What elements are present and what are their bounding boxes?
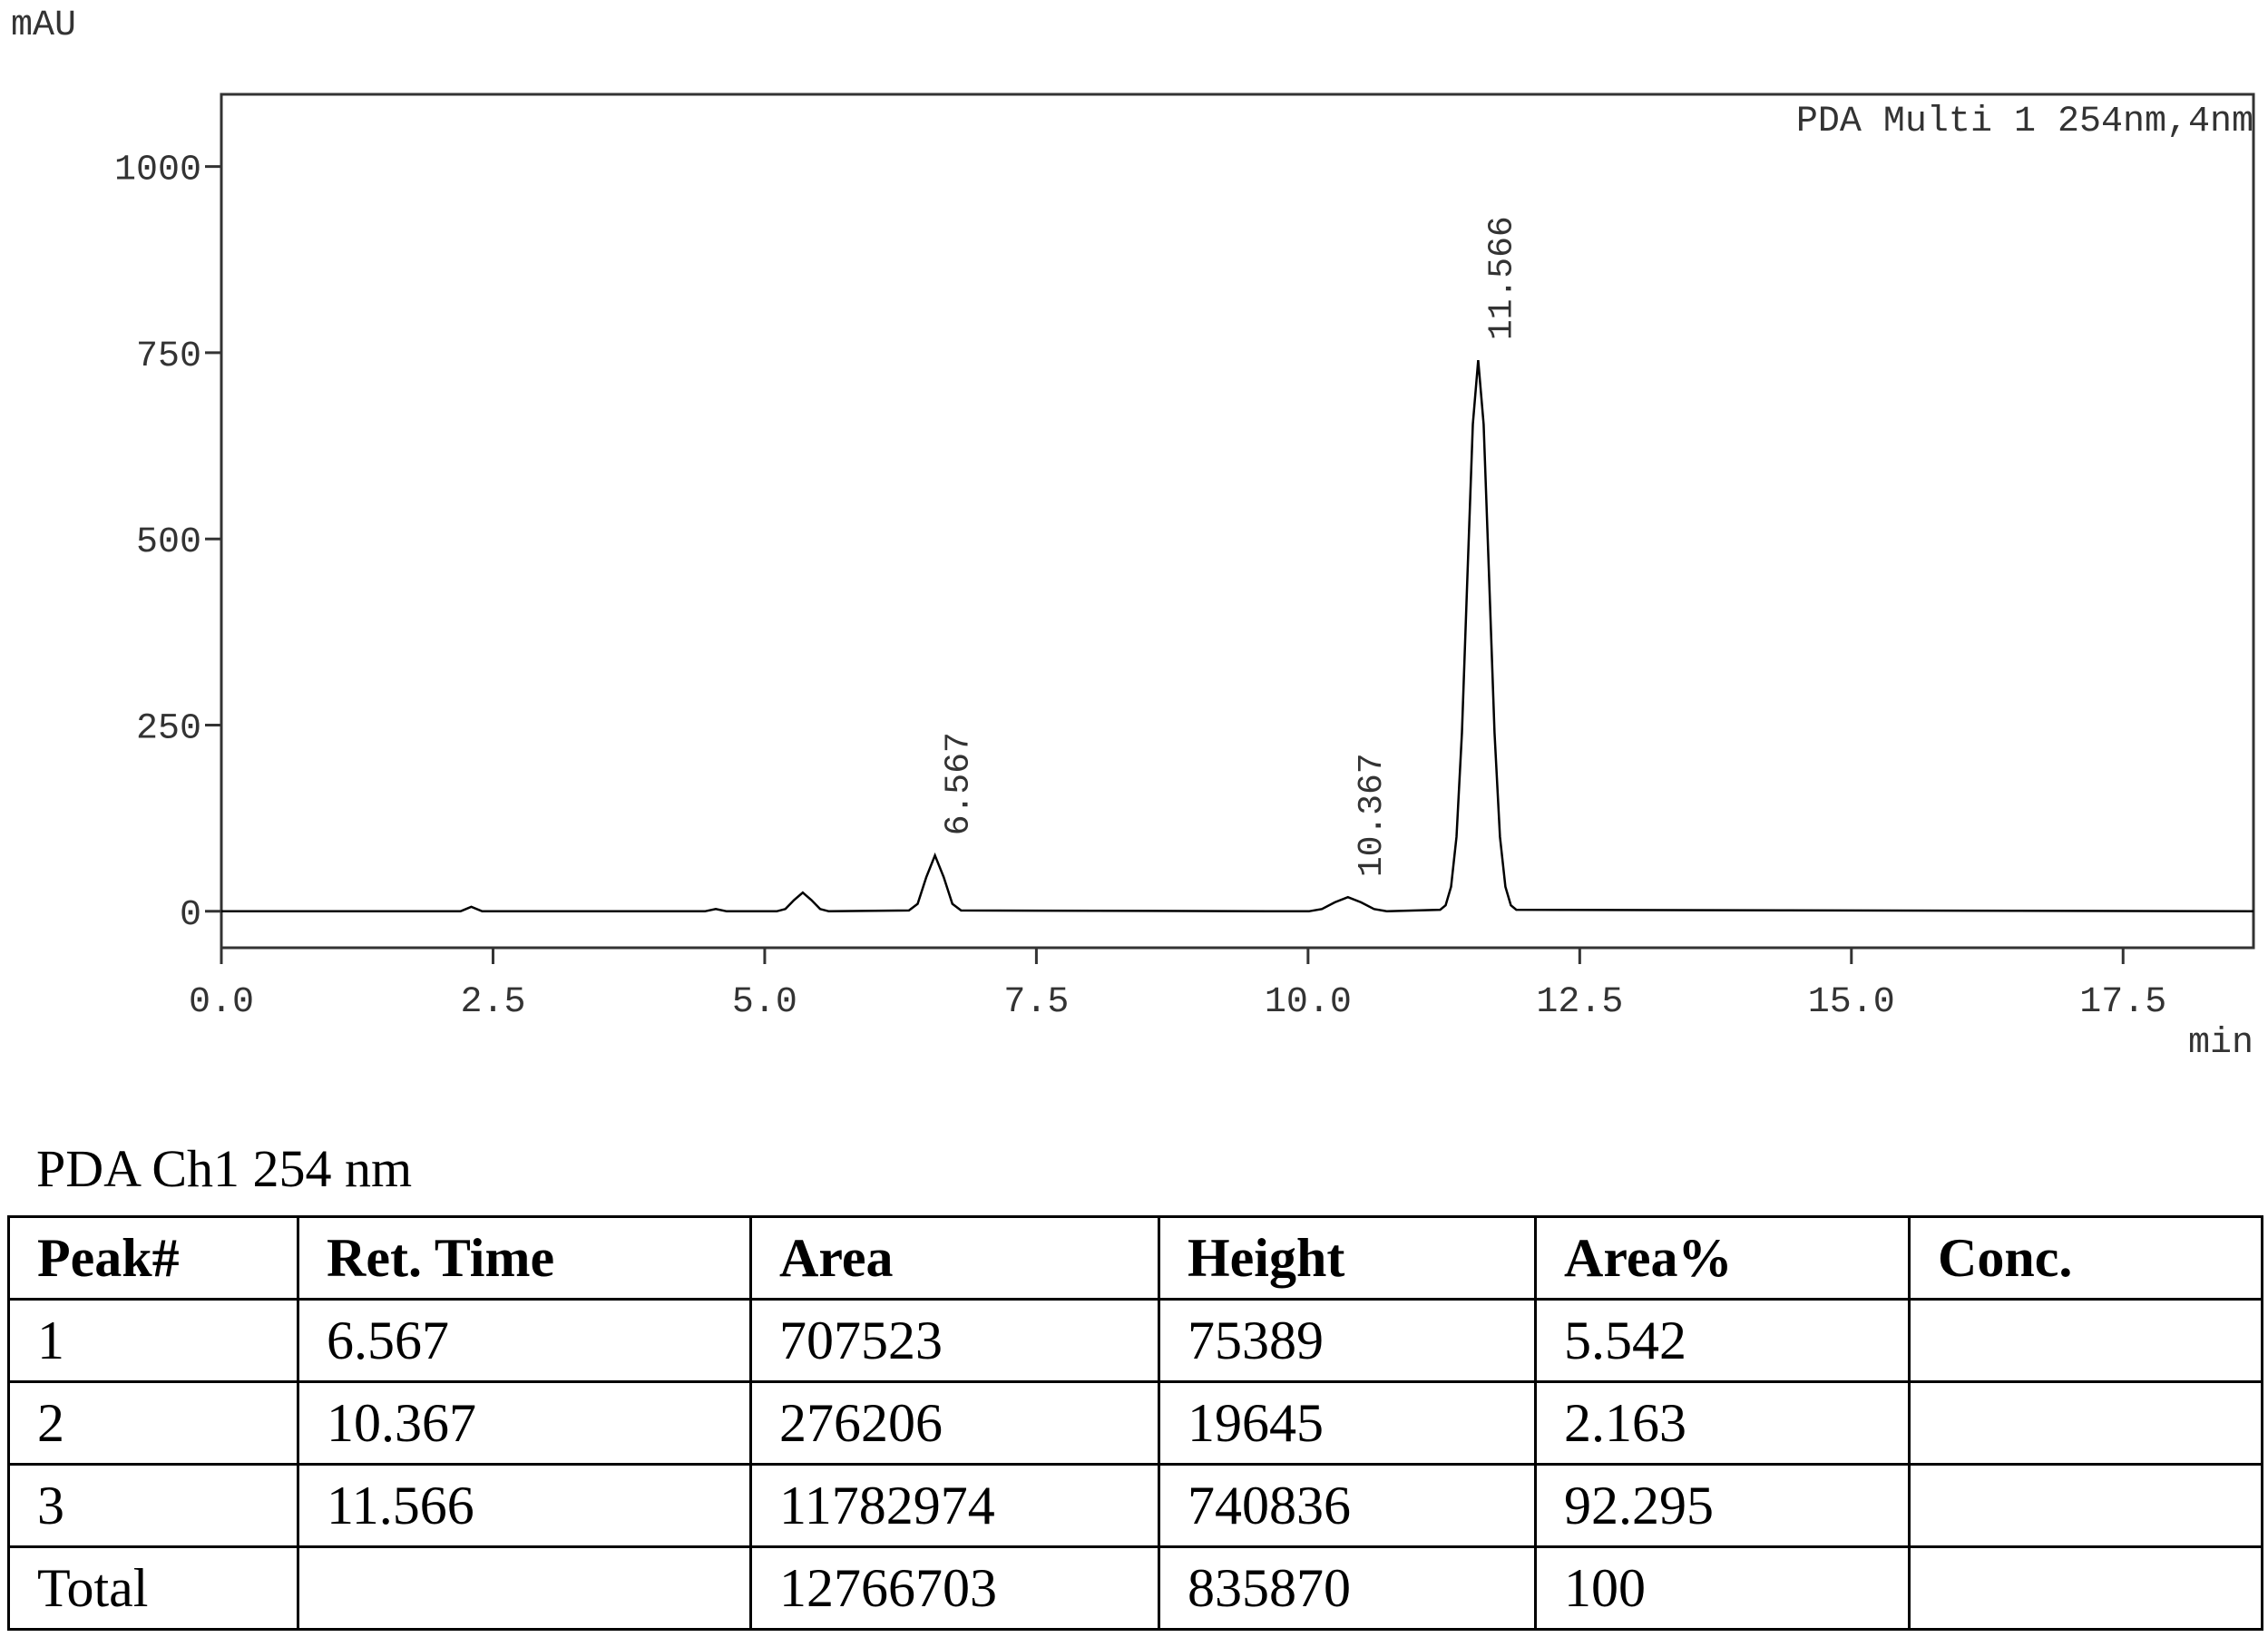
table-cell: 2 <box>7 1380 299 1466</box>
x-tick-label: 5.0 <box>732 982 797 1023</box>
table-cell: 92.295 <box>1534 1463 1911 1548</box>
table-cell: 10.367 <box>297 1380 752 1466</box>
table-cell <box>1908 1545 2263 1631</box>
legend-entry: PDA Multi 1 254nm,4nm <box>1796 102 2253 142</box>
table-row: Total 12766703 835870 100 <box>7 1545 2263 1631</box>
x-tick-label: 15.0 <box>1808 982 1895 1023</box>
table-cell: 3 <box>7 1463 299 1548</box>
header-cell: Area% <box>1534 1215 1911 1301</box>
header-cell: Conc. <box>1908 1215 2263 1301</box>
table-cell: 2.163 <box>1534 1380 1911 1466</box>
table-row: 1 6.567 707523 75389 5.542 <box>7 1298 2263 1383</box>
y-tick-label: 1000 <box>114 151 201 191</box>
y-tick-label: 0 <box>180 895 201 936</box>
x-tick-label: 10.0 <box>1265 982 1352 1023</box>
header-cell: Ret. Time <box>297 1215 752 1301</box>
table-cell: 707523 <box>749 1298 1160 1383</box>
table-row: 2 10.367 276206 19645 2.163 <box>7 1380 2263 1466</box>
table-cell: 276206 <box>749 1380 1160 1466</box>
peak-label: 6.567 <box>940 732 979 835</box>
table-cell: 11782974 <box>749 1463 1160 1548</box>
header-cell: Height <box>1158 1215 1537 1301</box>
table-cell <box>297 1545 752 1631</box>
header-cell: Area <box>749 1215 1160 1301</box>
table-cell: 11.566 <box>297 1463 752 1548</box>
header-cell: Peak# <box>7 1215 299 1301</box>
table-cell: 835870 <box>1158 1545 1537 1631</box>
table-cell: 100 <box>1534 1545 1911 1631</box>
y-tick-label: 750 <box>136 336 201 377</box>
table-cell: Total <box>7 1545 299 1631</box>
table-cell: 19645 <box>1158 1380 1537 1466</box>
table-cell: 1 <box>7 1298 299 1383</box>
table-cell: 5.542 <box>1534 1298 1911 1383</box>
trace <box>221 359 2254 913</box>
results-table: Peak# Ret. Time Area Height Area% Conc. 1 6.567… <box>7 1215 2263 1631</box>
y-tick-label: 500 <box>136 522 201 563</box>
table-cell: 75389 <box>1158 1298 1537 1383</box>
peak-label: 11.566 <box>1482 216 1521 340</box>
x-tick-label: 12.5 <box>1536 982 1623 1023</box>
x-tick-label: 7.5 <box>1003 982 1069 1023</box>
table-cell <box>1908 1380 2263 1466</box>
peak-label: 10.367 <box>1353 753 1392 877</box>
table-cell: 740836 <box>1158 1463 1537 1548</box>
table-row: 3 11.566 11782974 740836 92.295 <box>7 1463 2263 1548</box>
x-axis-label: min <box>2188 1023 2253 1064</box>
y-axis-label: mAU <box>11 5 76 46</box>
table-cell: 6.567 <box>297 1298 752 1383</box>
x-tick-label: 17.5 <box>2079 982 2166 1023</box>
y-tick-label: 250 <box>136 708 201 749</box>
x-tick-label: 2.5 <box>460 982 525 1023</box>
table-cell: 12766703 <box>749 1545 1160 1631</box>
table-title: PDA Ch1 254 nm <box>36 1139 413 1198</box>
chart: mAU min 0 250 500 750 1000 0.0 2.5 5.0 7.5 10.0 12… <box>11 5 2255 1064</box>
header-row: Peak# Ret. Time Area Height Area% Conc. <box>7 1215 2263 1301</box>
table-cell <box>1908 1298 2263 1383</box>
x-tick-label: 0.0 <box>189 982 254 1023</box>
table-cell <box>1908 1463 2263 1548</box>
plot-frame <box>220 93 2255 950</box>
